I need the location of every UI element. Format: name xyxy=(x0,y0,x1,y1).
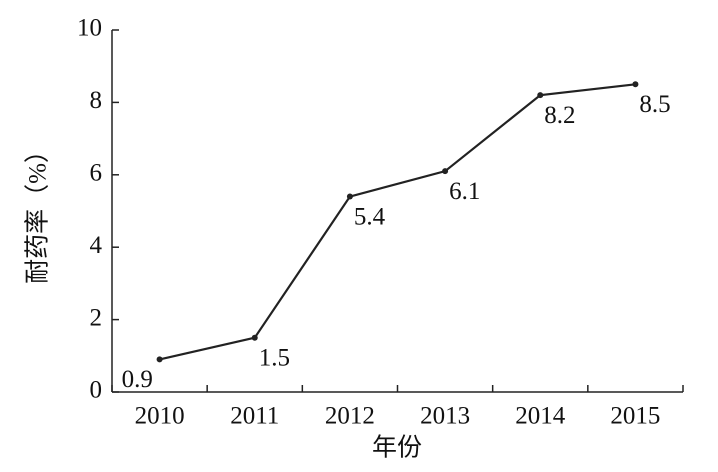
y-tick-label: 2 xyxy=(90,304,103,331)
x-tick-label: 2015 xyxy=(610,403,660,430)
data-label: 8.5 xyxy=(639,91,670,118)
x-tick-label: 2011 xyxy=(230,403,279,430)
point xyxy=(346,193,353,200)
point xyxy=(442,168,449,175)
data-label: 0.9 xyxy=(122,366,153,393)
data-line xyxy=(159,83,636,361)
x-tick-label: 2014 xyxy=(515,403,566,430)
y-tick-label: 10 xyxy=(77,15,102,42)
y-tick-label: 8 xyxy=(90,87,103,114)
x-tick-label: 2012 xyxy=(325,403,375,430)
x-tick-label: 2010 xyxy=(135,403,185,430)
data-label: 1.5 xyxy=(259,344,290,371)
data-label: 5.4 xyxy=(354,203,386,230)
data-label: 6.1 xyxy=(449,178,480,205)
x-axis-title: 年份 xyxy=(372,434,422,462)
x-tick-label: 2013 xyxy=(420,403,470,430)
point xyxy=(537,92,544,99)
point xyxy=(156,356,163,363)
point xyxy=(632,81,639,88)
data-label: 8.2 xyxy=(544,102,575,129)
y-tick-label: 6 xyxy=(90,160,103,187)
y-tick-label: 0 xyxy=(90,377,103,404)
point xyxy=(251,334,258,341)
y-axis-title: 耐药率（%） xyxy=(24,138,52,284)
y-tick-label: 4 xyxy=(90,232,103,259)
